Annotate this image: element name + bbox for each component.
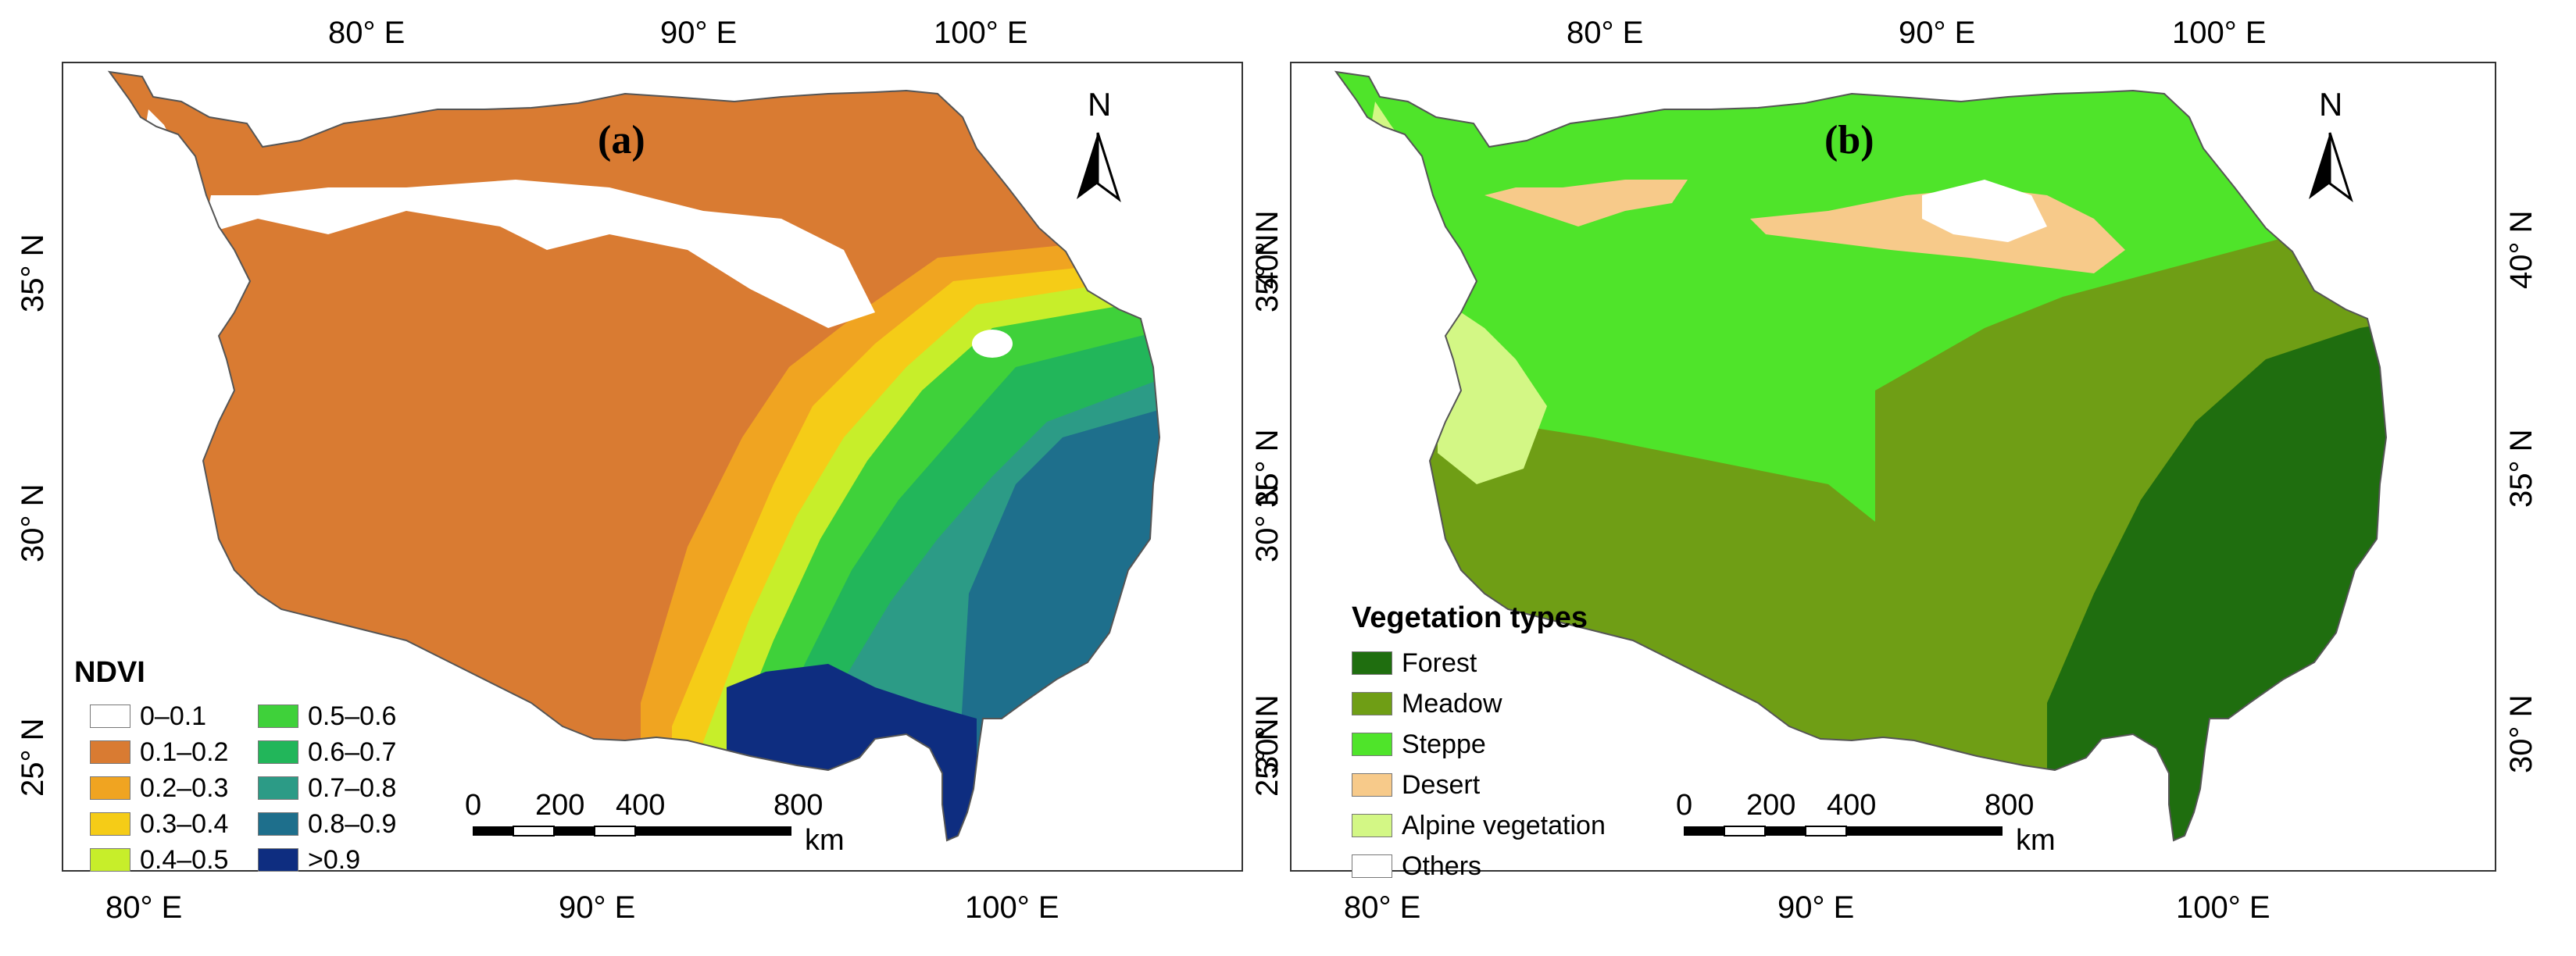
left-tick: 35° N bbox=[16, 234, 50, 313]
legend-label: >0.9 bbox=[308, 844, 361, 875]
scale-unit: km bbox=[2016, 824, 2056, 857]
scale-tick-label: 0 bbox=[465, 789, 482, 822]
north-label: N bbox=[1088, 86, 1112, 123]
legend-swatch bbox=[90, 848, 130, 872]
scale-tick-label: 800 bbox=[1985, 789, 2035, 822]
north-label: N bbox=[2319, 86, 2343, 123]
legend-label: Steppe bbox=[1402, 729, 1486, 759]
scale-tick-label: 0 bbox=[1676, 789, 1693, 822]
legend-swatch bbox=[258, 705, 298, 728]
north-arrow-icon bbox=[1077, 132, 1121, 202]
legend-swatch bbox=[258, 848, 298, 872]
legend-label: 0.7–0.8 bbox=[308, 772, 397, 803]
vegetation-map-canvas bbox=[1290, 62, 2496, 872]
scale-tick-label: 200 bbox=[535, 789, 585, 822]
legend-label: 0–0.1 bbox=[140, 701, 207, 731]
scale-tick-label: 400 bbox=[616, 789, 666, 822]
legend-swatch bbox=[1352, 814, 1392, 837]
legend-item: 0.6–0.7 bbox=[258, 737, 396, 767]
panel-a-ndvi-map: (a) N 80° E 90° E 100° E 80° E 90° E 100… bbox=[0, 0, 1284, 956]
legend-label: 0.8–0.9 bbox=[308, 808, 397, 839]
legend-label: Desert bbox=[1402, 769, 1481, 800]
legend-label: 0.4–0.5 bbox=[140, 844, 229, 875]
legend-item: 0.7–0.8 bbox=[258, 773, 396, 803]
scale-tick-label: 800 bbox=[774, 789, 824, 822]
legend-swatch bbox=[90, 776, 130, 800]
right-tick: 30° N bbox=[2504, 694, 2538, 774]
legend-title: NDVI bbox=[74, 656, 145, 689]
bottom-tick: 80° E bbox=[105, 890, 183, 925]
legend-item: >0.9 bbox=[258, 845, 360, 875]
right-tick: 40° N bbox=[2504, 210, 2538, 290]
top-tick: 80° E bbox=[1567, 16, 1644, 50]
legend-item: Steppe bbox=[1352, 729, 1486, 759]
legend-swatch bbox=[90, 812, 130, 836]
legend-item: Desert bbox=[1352, 770, 1480, 800]
legend-label: 0.1–0.2 bbox=[140, 737, 229, 767]
legend-item: Forest bbox=[1352, 648, 1477, 678]
legend-item: 0.3–0.4 bbox=[90, 809, 228, 839]
legend-label: Alpine vegetation bbox=[1402, 810, 1606, 840]
scale-bar bbox=[1684, 826, 2003, 836]
legend-item: 0.5–0.6 bbox=[258, 701, 396, 731]
legend-item: Alpine vegetation bbox=[1352, 811, 1606, 840]
bottom-tick: 100° E bbox=[2176, 890, 2271, 925]
legend-swatch bbox=[1352, 651, 1392, 675]
legend-label: 0.5–0.6 bbox=[308, 701, 397, 731]
left-tick: 30° N bbox=[1250, 483, 1284, 563]
bottom-tick: 80° E bbox=[1344, 890, 1421, 925]
legend-label: Others bbox=[1402, 851, 1482, 881]
legend-label: 0.3–0.4 bbox=[140, 808, 229, 839]
left-tick: 25° N bbox=[1250, 718, 1284, 797]
top-tick: 100° E bbox=[934, 16, 1028, 50]
legend-item: Others bbox=[1352, 851, 1481, 881]
top-tick: 90° E bbox=[1899, 16, 1976, 50]
bottom-tick: 90° E bbox=[1777, 890, 1855, 925]
legend-swatch bbox=[258, 740, 298, 764]
scale-tick-label: 200 bbox=[1746, 789, 1796, 822]
legend-swatch bbox=[1352, 733, 1392, 756]
legend-item: 0.1–0.2 bbox=[90, 737, 228, 767]
panel-b-vegetation-map: (b) N 80° E 90° E 100° E 80° E 90° E 100… bbox=[1250, 0, 2576, 956]
panel-letter: (b) bbox=[1824, 118, 1874, 162]
legend-label: 0.2–0.3 bbox=[140, 772, 229, 803]
legend-label: Forest bbox=[1402, 647, 1477, 678]
legend-item: 0–0.1 bbox=[90, 701, 206, 731]
legend-label: Meadow bbox=[1402, 688, 1502, 719]
legend-label: 0.6–0.7 bbox=[308, 737, 397, 767]
legend-swatch bbox=[1352, 773, 1392, 797]
left-tick: 25° N bbox=[16, 718, 50, 797]
legend-swatch bbox=[90, 705, 130, 728]
legend-item: 0.4–0.5 bbox=[90, 845, 228, 875]
panel-letter: (a) bbox=[598, 118, 645, 162]
legend-item: Meadow bbox=[1352, 689, 1502, 719]
legend-item: 0.2–0.3 bbox=[90, 773, 228, 803]
north-arrow-icon bbox=[2309, 132, 2353, 202]
legend-title: Vegetation types bbox=[1352, 601, 1588, 634]
legend-swatch bbox=[1352, 692, 1392, 715]
left-tick: 35° N bbox=[1250, 234, 1284, 313]
legend-swatch bbox=[1352, 854, 1392, 878]
bottom-tick: 90° E bbox=[559, 890, 636, 925]
top-tick: 80° E bbox=[328, 16, 406, 50]
top-tick: 90° E bbox=[660, 16, 738, 50]
legend-swatch bbox=[258, 812, 298, 836]
scale-unit: km bbox=[805, 824, 845, 857]
scale-tick-label: 400 bbox=[1827, 789, 1877, 822]
top-tick: 100° E bbox=[2172, 16, 2267, 50]
bottom-tick: 100° E bbox=[965, 890, 1059, 925]
scale-bar bbox=[473, 826, 791, 836]
legend-swatch bbox=[90, 740, 130, 764]
legend-item: 0.8–0.9 bbox=[258, 809, 396, 839]
left-tick: 30° N bbox=[16, 483, 50, 563]
legend-swatch bbox=[258, 776, 298, 800]
right-tick: 35° N bbox=[2504, 429, 2538, 508]
